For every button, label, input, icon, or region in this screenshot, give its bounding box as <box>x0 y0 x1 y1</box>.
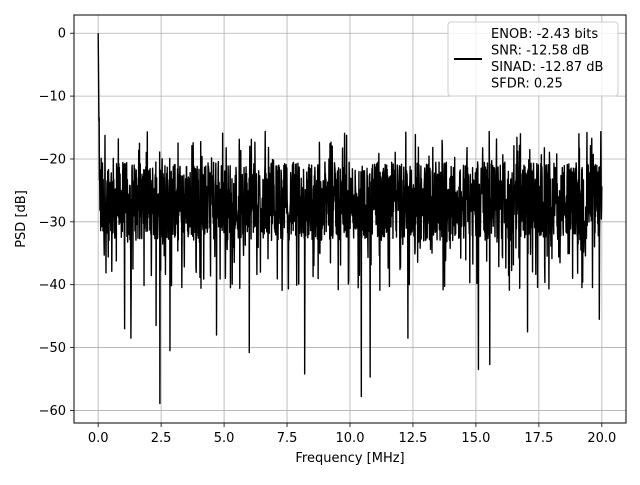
x-tick-label: 7.5 <box>277 431 298 446</box>
legend-enob: ENOB: -2.43 bits <box>491 27 598 42</box>
x-tick-label: 17.5 <box>524 431 553 446</box>
x-tick-label: 20.0 <box>587 431 616 446</box>
legend-sfdr: SFDR: 0.25 <box>491 77 563 92</box>
x-axis-label: Frequency [MHz] <box>295 451 404 466</box>
y-axis-label: PSD [dB] <box>14 190 29 248</box>
y-tick-label: −10 <box>39 90 66 105</box>
y-tick-label: −60 <box>39 404 66 419</box>
y-tick-label: −20 <box>39 152 66 167</box>
x-tick-label: 0.0 <box>88 431 109 446</box>
legend-sinad: SINAD: -12.87 dB <box>491 60 603 75</box>
x-tick-label: 2.5 <box>151 431 172 446</box>
legend-snr: SNR: -12.58 dB <box>491 44 589 59</box>
x-tick-label: 12.5 <box>398 431 427 446</box>
x-tick-label: 10.0 <box>336 431 365 446</box>
y-tick-label: 0 <box>58 27 66 42</box>
x-axis-ticks: 0.0 2.5 5.0 7.5 10.0 12.5 15.0 17.5 20.0 <box>88 423 616 446</box>
y-tick-label: −40 <box>39 278 66 293</box>
y-tick-label: −30 <box>39 215 66 230</box>
x-tick-label: 5.0 <box>214 431 235 446</box>
x-tick-label: 15.0 <box>461 431 490 446</box>
legend: ENOB: -2.43 bits SNR: -12.58 dB SINAD: -… <box>447 21 619 97</box>
series-layer <box>97 33 603 405</box>
psd-series-line <box>97 33 603 405</box>
y-tick-label: −50 <box>39 341 66 356</box>
legend-box <box>447 21 619 97</box>
y-axis-ticks: 0 −10 −20 −30 −40 −50 −60 <box>39 27 74 419</box>
